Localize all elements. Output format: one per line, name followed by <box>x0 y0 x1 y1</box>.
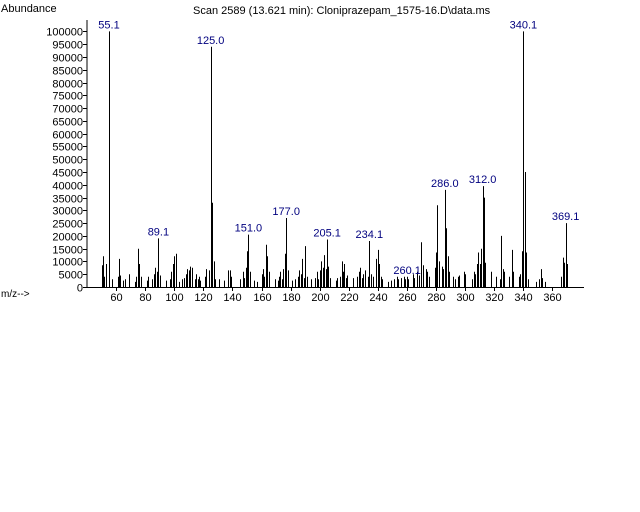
x-tick-label: 260 <box>398 292 416 304</box>
y-tick-label: 35000 <box>52 194 83 206</box>
x-tick-label: 220 <box>340 292 358 304</box>
chart-title: Scan 2589 (13.621 min): Cloniprazepam_15… <box>193 5 491 17</box>
x-tick-label: 320 <box>485 292 503 304</box>
y-tick-label: 95000 <box>52 40 83 52</box>
y-tick-label: 45000 <box>52 168 83 180</box>
y-tick-label: 30000 <box>52 206 83 218</box>
x-axis-ticks: 60 80 100 120 140 160 180 200 220 240 260 280 300 320… <box>110 287 562 304</box>
y-tick-label: 80000 <box>52 79 83 91</box>
peak-label: 340.1 <box>510 19 538 31</box>
y-tick-label: 25000 <box>52 219 83 231</box>
spectrum-peaks <box>102 31 568 287</box>
y-tick-label: 50000 <box>52 155 83 167</box>
peak-label: 286.0 <box>431 178 459 190</box>
y-tick-label: 20000 <box>52 232 83 244</box>
x-tick-label: 160 <box>253 292 271 304</box>
y-tick-label: 70000 <box>52 104 83 116</box>
peak-label: 151.0 <box>235 223 263 235</box>
y-tick-label: 5000 <box>59 270 83 282</box>
y-tick-label: 10000 <box>52 257 83 269</box>
peak-label: 260.1 <box>393 265 421 277</box>
x-tick-label: 120 <box>194 292 212 304</box>
peak-label: 205.1 <box>313 228 341 240</box>
y-tick-label: 0 <box>77 283 83 295</box>
x-tick-label: 200 <box>311 292 329 304</box>
peak-label: 312.0 <box>469 174 497 186</box>
y-tick-label: 15000 <box>52 245 83 257</box>
y-tick-label: 90000 <box>52 53 83 65</box>
x-tick-label: 80 <box>139 292 151 304</box>
x-tick-label: 240 <box>369 292 387 304</box>
y-axis-label: Abundance <box>1 3 57 15</box>
x-tick-label: 180 <box>282 292 300 304</box>
y-tick-label: 75000 <box>52 91 83 103</box>
x-tick-label: 60 <box>110 292 122 304</box>
y-tick-label: 60000 <box>52 130 83 142</box>
y-tick-label: 100000 <box>46 27 83 39</box>
peak-label: 369.1 <box>552 211 580 223</box>
peak-label: 177.0 <box>272 206 300 218</box>
x-tick-label: 340 <box>514 292 532 304</box>
y-tick-label: 55000 <box>52 142 83 154</box>
peak-labels: 55.1 89.1 125.0 151.0 177.0 205.1 234.1 260.1 28… <box>98 19 579 276</box>
y-tick-label: 40000 <box>52 181 83 193</box>
peak-label: 89.1 <box>148 226 169 238</box>
peak-label: 55.1 <box>98 19 119 31</box>
x-tick-label: 100 <box>165 292 183 304</box>
y-axis-ticks: 0500010000150002000025000300003500040000… <box>46 27 87 295</box>
peak-label: 125.0 <box>197 35 225 47</box>
peak-label: 234.1 <box>356 229 384 241</box>
x-tick-label: 280 <box>427 292 445 304</box>
y-tick-label: 85000 <box>52 66 83 78</box>
x-tick-label: 360 <box>543 292 561 304</box>
x-axis-label: m/z--> <box>1 289 30 300</box>
x-tick-label: 140 <box>223 292 241 304</box>
y-tick-label: 65000 <box>52 117 83 129</box>
x-tick-label: 300 <box>456 292 474 304</box>
